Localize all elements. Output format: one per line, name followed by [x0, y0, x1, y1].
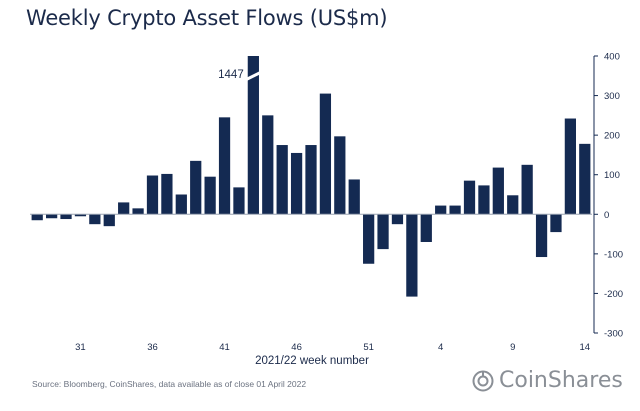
- x-axis-label: 2021/22 week number: [255, 355, 369, 367]
- brand-name: CoinShares: [499, 368, 623, 393]
- bar: [507, 195, 519, 215]
- bar: [89, 214, 101, 225]
- axis-break-mark: [242, 69, 265, 83]
- bar: [463, 180, 476, 215]
- bar: [535, 214, 548, 258]
- x-tick-label: 46: [291, 342, 302, 353]
- x-tick-label: 14: [580, 342, 591, 353]
- x-tick-label: 41: [219, 342, 230, 353]
- bar: [579, 143, 591, 215]
- bar: [247, 56, 259, 215]
- x-tick-label: 4: [438, 342, 443, 353]
- y-tick-label: 300: [604, 91, 620, 102]
- bar: [218, 117, 231, 215]
- bar: [435, 205, 447, 215]
- bar: [348, 179, 360, 215]
- bar: [146, 175, 159, 215]
- bar: [334, 136, 346, 215]
- bar: [391, 214, 404, 225]
- bars-group: 1447: [31, 56, 591, 297]
- bar: [550, 214, 562, 233]
- brand-logo: CoinShares: [472, 368, 623, 393]
- bar: [363, 214, 375, 264]
- bar: [478, 185, 490, 215]
- bar: [60, 214, 72, 220]
- y-tick-label: 0: [604, 210, 609, 221]
- bar: [262, 115, 274, 215]
- bar: [521, 164, 533, 215]
- bar: [103, 214, 115, 227]
- bar: [175, 194, 187, 215]
- bar: [564, 118, 576, 215]
- bar: [233, 187, 245, 215]
- bar: [449, 205, 461, 215]
- x-tick-label: 31: [75, 342, 86, 353]
- x-tick-label: 9: [510, 342, 515, 353]
- bar: [132, 208, 144, 215]
- bar-value-annotation: 1447: [218, 69, 244, 81]
- bar: [190, 160, 202, 215]
- bar: [290, 152, 303, 215]
- coinshares-logo-icon: [472, 370, 494, 391]
- x-tick-label: 36: [147, 342, 158, 353]
- chart-title: Weekly Crypto Asset Flows (US$m): [26, 6, 388, 30]
- y-tick-label: 100: [604, 170, 620, 181]
- y-tick-label: 200: [604, 131, 620, 142]
- bar: [492, 167, 504, 215]
- bar: [420, 214, 432, 242]
- bar: [319, 93, 332, 215]
- bar: [377, 214, 389, 250]
- bar: [118, 202, 130, 215]
- bar: [31, 214, 43, 221]
- bar: [276, 145, 288, 215]
- bar: [406, 214, 418, 297]
- y-axis: 400 300 200 100 0 -100 -200 -300: [30, 52, 623, 340]
- x-axis-ticks: 31 36 41 46 51 4 9 14: [75, 342, 590, 353]
- bar: [74, 214, 87, 217]
- bar: [46, 214, 58, 219]
- source-note: Source: Bloomberg, CoinShares, data avai…: [32, 379, 307, 389]
- y-tick-label: -300: [604, 329, 623, 340]
- y-tick-label: -200: [604, 289, 623, 300]
- bar: [204, 176, 216, 215]
- y-tick-label: -100: [604, 249, 623, 260]
- bar: [305, 145, 317, 215]
- x-tick-label: 51: [363, 342, 374, 353]
- y-tick-label: 400: [604, 52, 620, 63]
- bar: [161, 173, 173, 215]
